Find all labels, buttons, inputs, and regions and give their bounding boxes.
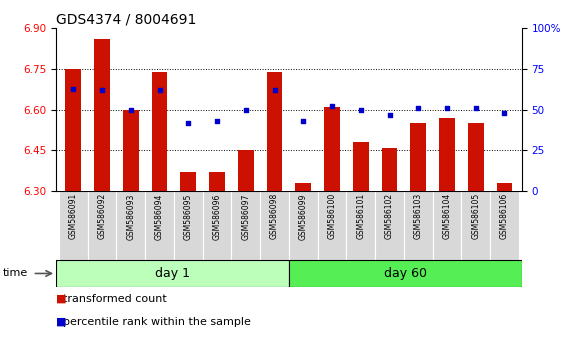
Point xyxy=(155,87,164,93)
Bar xyxy=(289,260,522,287)
FancyBboxPatch shape xyxy=(203,191,232,260)
FancyBboxPatch shape xyxy=(461,191,490,260)
Text: GSM586093: GSM586093 xyxy=(126,193,135,240)
Text: time: time xyxy=(3,268,28,278)
FancyBboxPatch shape xyxy=(289,191,318,260)
Point xyxy=(328,104,337,109)
Text: GSM586092: GSM586092 xyxy=(98,193,107,239)
FancyBboxPatch shape xyxy=(232,191,260,260)
Point xyxy=(69,86,78,91)
Point xyxy=(126,107,135,113)
Bar xyxy=(66,69,81,191)
FancyBboxPatch shape xyxy=(117,191,145,260)
Text: GSM586102: GSM586102 xyxy=(385,193,394,239)
Point xyxy=(414,105,423,111)
Point xyxy=(270,87,279,93)
Bar xyxy=(353,142,369,191)
Text: GSM586103: GSM586103 xyxy=(414,193,423,239)
Text: percentile rank within the sample: percentile rank within the sample xyxy=(56,317,251,327)
Point xyxy=(184,120,193,126)
Text: transformed count: transformed count xyxy=(56,294,167,304)
Point xyxy=(241,107,250,113)
Point xyxy=(98,87,107,93)
Point xyxy=(443,105,452,111)
Bar xyxy=(238,150,254,191)
Text: day 1: day 1 xyxy=(155,267,190,280)
FancyBboxPatch shape xyxy=(490,191,519,260)
FancyBboxPatch shape xyxy=(145,191,174,260)
Bar xyxy=(209,172,225,191)
Bar xyxy=(381,148,397,191)
Point xyxy=(299,118,308,124)
Text: GSM586096: GSM586096 xyxy=(213,193,222,240)
FancyBboxPatch shape xyxy=(174,191,203,260)
Text: GSM586097: GSM586097 xyxy=(241,193,250,240)
Bar xyxy=(296,183,311,191)
FancyBboxPatch shape xyxy=(318,191,346,260)
Bar xyxy=(181,172,196,191)
Text: GSM586106: GSM586106 xyxy=(500,193,509,239)
Text: GSM586095: GSM586095 xyxy=(184,193,193,240)
Bar xyxy=(496,183,512,191)
Bar xyxy=(410,123,426,191)
Bar xyxy=(468,123,484,191)
Text: ■: ■ xyxy=(56,317,67,327)
Text: GSM586094: GSM586094 xyxy=(155,193,164,240)
Point xyxy=(213,118,222,124)
Text: GSM586104: GSM586104 xyxy=(443,193,452,239)
Text: GSM586099: GSM586099 xyxy=(299,193,308,240)
Text: day 60: day 60 xyxy=(384,267,427,280)
Point xyxy=(471,105,480,111)
Point xyxy=(356,107,365,113)
Text: GDS4374 / 8004691: GDS4374 / 8004691 xyxy=(56,12,196,27)
Text: GSM586101: GSM586101 xyxy=(356,193,365,239)
FancyBboxPatch shape xyxy=(260,191,289,260)
Bar xyxy=(123,110,139,191)
Text: ■: ■ xyxy=(56,294,67,304)
Text: GSM586105: GSM586105 xyxy=(471,193,480,239)
Point xyxy=(500,110,509,116)
FancyBboxPatch shape xyxy=(346,191,375,260)
FancyBboxPatch shape xyxy=(375,191,404,260)
Bar xyxy=(151,72,168,191)
FancyBboxPatch shape xyxy=(59,191,88,260)
Text: GSM586100: GSM586100 xyxy=(328,193,337,239)
Bar xyxy=(94,39,110,191)
Bar xyxy=(439,118,455,191)
Point xyxy=(385,112,394,118)
FancyBboxPatch shape xyxy=(433,191,461,260)
FancyBboxPatch shape xyxy=(88,191,117,260)
Text: GSM586098: GSM586098 xyxy=(270,193,279,239)
Bar xyxy=(266,72,282,191)
Bar xyxy=(324,107,340,191)
Bar xyxy=(56,260,289,287)
Text: GSM586091: GSM586091 xyxy=(69,193,78,239)
FancyBboxPatch shape xyxy=(404,191,433,260)
